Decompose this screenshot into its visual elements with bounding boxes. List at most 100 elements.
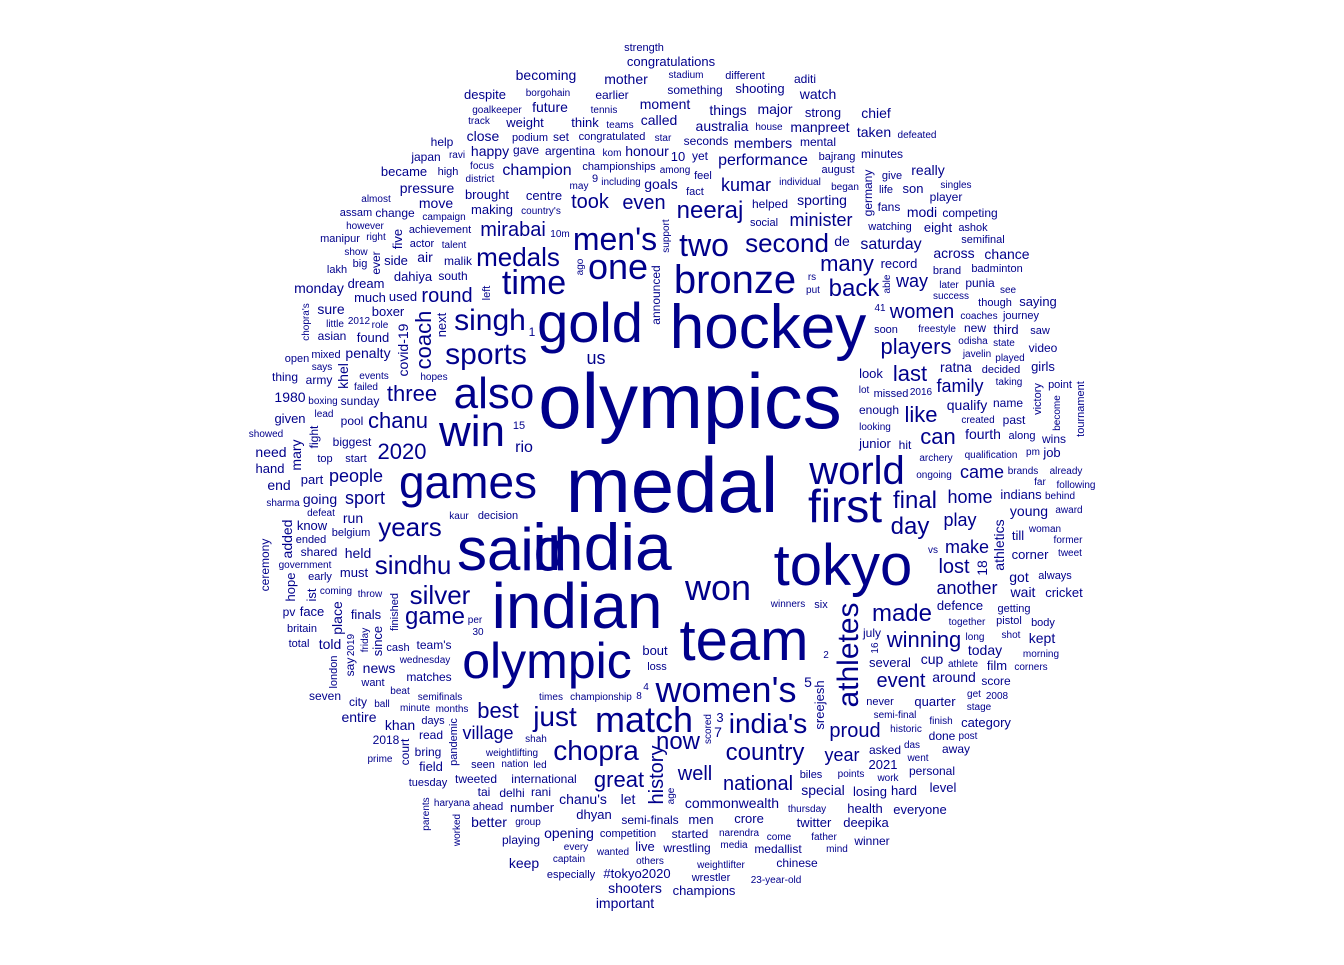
word-123: matches xyxy=(406,670,451,684)
word-253: played xyxy=(995,353,1024,364)
word-72: village xyxy=(462,723,513,743)
word-73: way xyxy=(895,271,928,291)
word-12: also xyxy=(454,369,535,418)
word-346: given xyxy=(274,411,305,426)
word-273: delhi xyxy=(499,786,524,800)
word-5: said xyxy=(457,516,567,583)
word-444: track xyxy=(468,116,491,127)
word-139: shah xyxy=(525,734,547,745)
word-389: entire xyxy=(341,709,376,725)
word-323: major xyxy=(757,101,792,117)
word-20: time xyxy=(502,264,566,302)
word-339: tai xyxy=(478,785,491,799)
word-182: biles xyxy=(800,769,823,781)
word-399: video xyxy=(1029,341,1058,355)
word-207: fans xyxy=(878,200,901,214)
word-48: can xyxy=(920,424,955,449)
word-454: level xyxy=(930,780,957,795)
word-158: start xyxy=(345,453,366,465)
word-94: several xyxy=(869,655,911,670)
word-326: ended xyxy=(296,534,327,546)
word-402: stage xyxy=(967,702,992,713)
word-135: international xyxy=(511,772,576,786)
word-437: chief xyxy=(861,105,891,121)
word-486: defeated xyxy=(898,130,937,141)
word-427: former xyxy=(1054,535,1084,546)
word-221: khel xyxy=(335,363,351,389)
word-303: wrestling xyxy=(662,841,710,855)
word-325: woman xyxy=(1028,524,1061,535)
word-225: asked xyxy=(869,743,901,757)
word-41: day xyxy=(891,513,930,540)
word-394: face xyxy=(300,604,325,619)
word-320: victory xyxy=(1032,383,1044,415)
word-256: eight xyxy=(924,220,953,235)
word-301: focus xyxy=(470,161,494,172)
word-157: put xyxy=(806,285,820,296)
word-163: odisha xyxy=(958,336,988,347)
word-9: olympic xyxy=(462,633,631,689)
word-19: one xyxy=(588,246,648,287)
word-198: success xyxy=(933,291,969,302)
word-37: back xyxy=(829,275,881,302)
word-196: indians xyxy=(1000,487,1042,502)
word-38: game xyxy=(405,603,465,630)
word-193: per xyxy=(468,615,483,626)
word-229: defeat xyxy=(307,508,335,519)
word-33: second xyxy=(745,228,829,258)
word-319: ball xyxy=(374,699,390,710)
word-275: modi xyxy=(907,204,937,220)
word-351: something xyxy=(667,83,722,97)
word-425: kept xyxy=(1029,630,1056,646)
word-272: though xyxy=(978,297,1012,309)
word-355: get xyxy=(967,689,981,700)
word-164: cash xyxy=(386,642,409,654)
word-305: opening xyxy=(544,825,594,841)
word-457: corners xyxy=(1014,662,1047,673)
word-286: corner xyxy=(1012,547,1050,562)
word-99: team's xyxy=(417,638,452,652)
word-165: hit xyxy=(899,438,912,452)
word-109: among xyxy=(660,165,691,176)
word-216: points xyxy=(838,769,865,780)
word-209: de xyxy=(834,233,850,249)
word-448: cricket xyxy=(1045,585,1083,600)
word-285: punia xyxy=(965,276,995,290)
word-428: wrestler xyxy=(691,872,731,884)
word-415: behind xyxy=(1045,491,1075,502)
word-70: home xyxy=(947,487,992,507)
word-400: hard xyxy=(891,783,917,798)
word-74: saturday xyxy=(860,236,921,253)
word-92: missed xyxy=(874,388,909,400)
word-411: player xyxy=(930,190,963,204)
word-46: chanu xyxy=(368,408,428,433)
word-414: 2008 xyxy=(986,691,1009,702)
word-474: parents xyxy=(421,797,432,830)
word-159: argentina xyxy=(545,144,595,158)
word-436: congratulations xyxy=(627,54,716,69)
word-277: narendra xyxy=(719,828,759,839)
word-377: mother xyxy=(604,71,648,87)
word-67: kumar xyxy=(721,175,771,195)
word-178: must xyxy=(340,565,369,580)
word-478: 3 xyxy=(716,710,723,725)
word-334: field xyxy=(419,759,443,774)
word-424: saying xyxy=(1019,294,1057,309)
word-468: showed xyxy=(249,429,283,440)
word-170: congratulated xyxy=(579,131,646,143)
word-120: weightlifting xyxy=(485,748,538,759)
word-82: us xyxy=(586,348,605,368)
word-330: little xyxy=(326,319,344,330)
word-75: rio xyxy=(515,439,533,456)
word-146: watching xyxy=(867,221,911,233)
word-107: ratna xyxy=(940,359,972,375)
word-97: country's xyxy=(521,206,561,217)
word-0: olympics xyxy=(538,357,841,445)
word-79: another xyxy=(936,578,997,598)
word-31: silver xyxy=(410,580,471,610)
word-258: boxing xyxy=(308,396,337,407)
word-114: qualification xyxy=(965,450,1018,461)
word-294: finish xyxy=(929,716,952,727)
word-204: historic xyxy=(890,724,922,735)
word-352: girls xyxy=(1031,359,1055,374)
